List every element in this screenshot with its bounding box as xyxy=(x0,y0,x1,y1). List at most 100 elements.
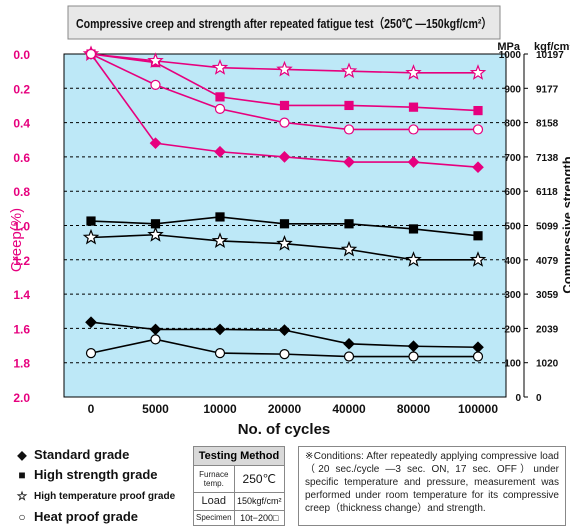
data-point xyxy=(85,48,97,60)
x-tick-label: 0 xyxy=(88,402,95,416)
creep-tick-label: 0.4 xyxy=(13,117,30,131)
data-point xyxy=(276,235,293,251)
data-point xyxy=(408,102,419,112)
data-point xyxy=(343,351,355,362)
data-point xyxy=(150,334,161,345)
creep-tick-label: 1.8 xyxy=(13,357,30,371)
data-point xyxy=(340,240,358,257)
mpa-tick-label: 600 xyxy=(504,187,521,198)
data-point xyxy=(147,226,164,242)
legend-high-strength: ■ High strength grade xyxy=(14,467,158,482)
mpa-tick-label: 900 xyxy=(504,84,521,95)
kgf-unit-label: kgf/cm² xyxy=(534,41,570,53)
chart-title-box xyxy=(67,5,501,40)
legend-diamond-icon: ◆ xyxy=(17,447,27,462)
series-layer xyxy=(82,45,487,362)
legend-heat-proof: ○ Heat proof grade xyxy=(14,509,138,524)
data-point xyxy=(82,228,100,245)
data-point xyxy=(85,316,97,329)
data-point xyxy=(408,124,419,135)
kgf-tick-label: 2039 xyxy=(536,324,559,335)
x-tick-label: 80000 xyxy=(397,402,431,416)
legend-standard: ◆ Standard grade xyxy=(14,447,129,462)
kgf-tick-label: 3059 xyxy=(536,290,559,301)
x-tick-label: 5000 xyxy=(142,402,169,416)
chart-title: Compressive creep and strength after rep… xyxy=(76,16,492,31)
data-point xyxy=(214,323,226,336)
mpa-tick-label: 300 xyxy=(504,290,521,301)
conditions-note: ※Conditions: After repeatedly applying c… xyxy=(298,446,566,526)
testing-method-title: Testing Method xyxy=(193,446,285,466)
kgf-tick-label: 0 xyxy=(536,393,542,404)
data-point xyxy=(279,349,290,360)
data-point xyxy=(472,124,484,135)
x-axis-title: No. of cycles xyxy=(238,421,331,438)
data-point xyxy=(278,151,291,163)
data-point xyxy=(147,52,164,68)
mpa-unit-label: MPa xyxy=(497,41,521,53)
data-point xyxy=(279,117,290,128)
data-point xyxy=(340,62,358,79)
furnace-temp-label: Furnace temp. xyxy=(193,465,235,493)
creep-tick-label: 0.0 xyxy=(13,48,30,62)
series-strength-star xyxy=(82,226,487,267)
series-strength-square xyxy=(86,212,483,241)
data-point xyxy=(214,145,226,158)
testing-method-table: Testing Method Furnace temp. 250℃ Load 1… xyxy=(193,446,286,527)
creep-tick-label: 0.6 xyxy=(13,151,30,165)
legend-circle-icon: ○ xyxy=(18,509,26,524)
data-point xyxy=(278,324,291,336)
data-point xyxy=(344,219,354,229)
mpa-tick-label: 100 xyxy=(504,359,521,370)
data-point xyxy=(343,156,355,168)
data-point xyxy=(469,251,487,267)
kgf-tick-label: 8158 xyxy=(536,119,559,130)
creep-tick-label: 1.0 xyxy=(13,220,30,234)
data-point xyxy=(214,103,226,114)
legend-high-temp: ☆ High temperature proof grade xyxy=(14,489,176,503)
data-point xyxy=(472,351,484,362)
mpa-tick-label: 400 xyxy=(504,256,521,267)
creep-axis-title: Creep(%) xyxy=(8,208,25,272)
x-tick-label: 100000 xyxy=(458,402,498,416)
creep-tick-label: 1.6 xyxy=(13,322,30,336)
data-point xyxy=(279,219,290,229)
series-strength-circle xyxy=(85,334,484,362)
creep-tick-label: 0.8 xyxy=(13,185,30,199)
data-point xyxy=(405,251,422,267)
data-point xyxy=(407,156,420,168)
data-point xyxy=(279,100,290,111)
data-point xyxy=(472,161,484,174)
specimen-value: 10t−200□ xyxy=(233,509,286,527)
legend-high-temp-label: High temperature proof grade xyxy=(34,490,176,502)
series-creep-circle xyxy=(85,48,484,135)
mpa-tick-label: 0 xyxy=(515,393,521,404)
legend-square-icon: ■ xyxy=(18,467,26,482)
data-point xyxy=(215,92,225,102)
data-point xyxy=(469,64,487,80)
creep-tick-label: 1.4 xyxy=(13,288,30,302)
data-point xyxy=(473,231,483,241)
x-tick-label: 40000 xyxy=(332,402,366,416)
kgf-tick-label: 1020 xyxy=(536,359,559,370)
data-point xyxy=(211,232,229,248)
grid-lines xyxy=(64,87,506,364)
mpa-tick-label: 500 xyxy=(504,222,521,233)
data-point xyxy=(473,105,483,116)
mpa-tick-label: 800 xyxy=(504,119,521,130)
x-tick-label: 20000 xyxy=(268,402,302,416)
legend-high-strength-label: High strength grade xyxy=(34,467,158,482)
data-point xyxy=(215,212,225,222)
legend-heat-proof-label: Heat proof grade xyxy=(34,509,139,524)
creep-tick-label: 2.0 xyxy=(13,391,30,405)
data-point xyxy=(214,347,226,359)
x-tick-label: 10000 xyxy=(203,402,237,416)
data-point xyxy=(344,100,354,111)
mpa-tick-label: 1000 xyxy=(499,50,522,61)
legend-standard-label: Standard grade xyxy=(34,447,130,462)
data-point xyxy=(343,124,355,135)
data-point xyxy=(343,337,355,350)
mpa-tick-label: 700 xyxy=(504,153,521,164)
